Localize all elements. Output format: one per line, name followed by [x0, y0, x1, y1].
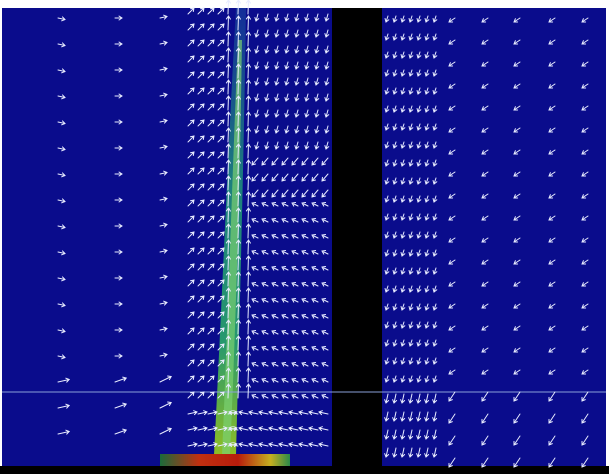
- page: (() => { const data = JSON.parse(documen…: [0, 0, 609, 474]
- flow-visualization: [0, 0, 609, 474]
- heat-source: [160, 454, 290, 466]
- floor: [0, 466, 609, 474]
- obstacle: [332, 8, 382, 466]
